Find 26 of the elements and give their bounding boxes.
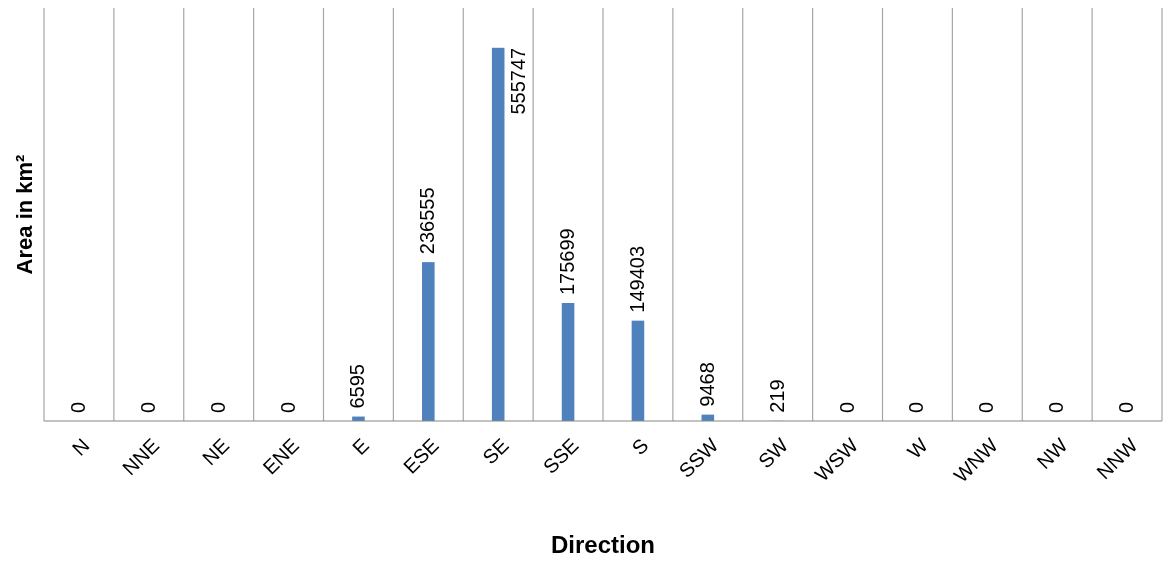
x-tick-label: S — [627, 434, 653, 459]
data-label: 555747 — [506, 47, 529, 115]
x-tick-label: SW — [753, 433, 793, 473]
data-label: 219 — [765, 379, 788, 413]
data-label: 6595 — [346, 364, 369, 409]
x-axis-title: Direction — [550, 531, 656, 558]
x-tick-label: E — [348, 434, 373, 459]
data-label: 175699 — [556, 228, 579, 296]
data-label: 0 — [1045, 401, 1068, 413]
data-label: 0 — [905, 401, 928, 413]
x-tick-label: N — [67, 434, 94, 460]
data-label: 0 — [1115, 401, 1138, 413]
x-tick-label: SE — [478, 434, 513, 469]
data-label: 0 — [276, 401, 299, 413]
data-label: 0 — [66, 401, 89, 413]
data-label: 9468 — [695, 362, 718, 407]
data-label: 0 — [136, 401, 159, 413]
x-tick-label: NE — [198, 434, 234, 470]
data-label: 0 — [206, 401, 229, 413]
y-axis-title: Area in km² — [12, 154, 37, 275]
x-tick-label: W — [903, 433, 933, 463]
x-tick-label: NW — [1032, 433, 1072, 474]
data-label: 236555 — [416, 187, 439, 255]
data-label: 0 — [975, 401, 998, 413]
data-label: 0 — [835, 401, 858, 413]
data-label: 149403 — [625, 245, 648, 313]
